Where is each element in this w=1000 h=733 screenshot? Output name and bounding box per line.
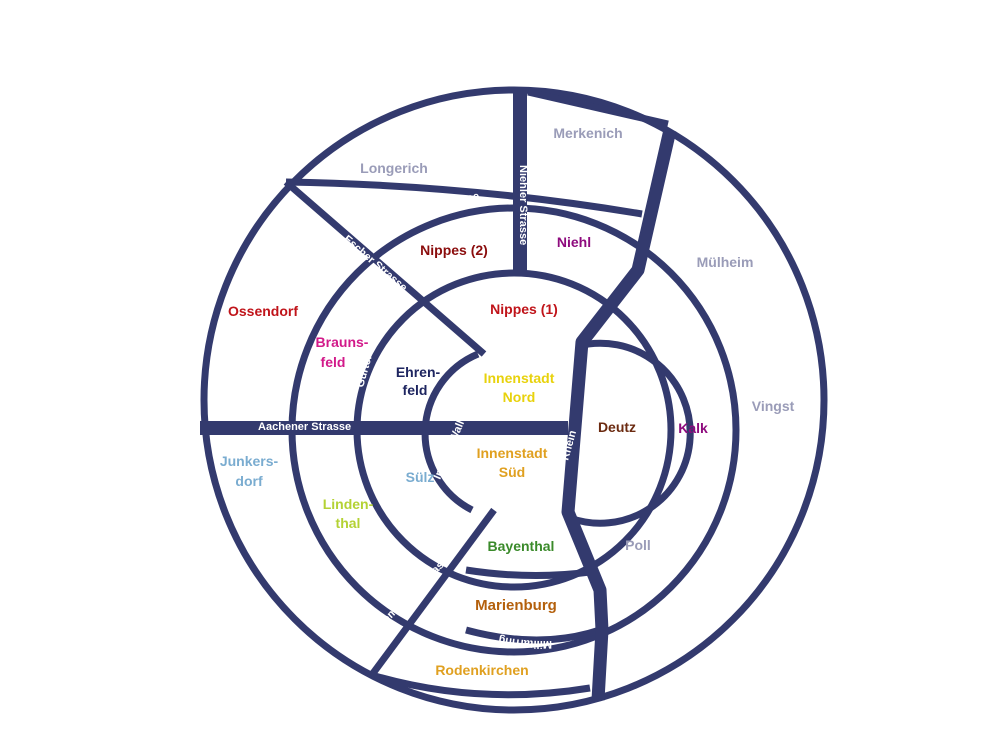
district-label-lindenthal-2: thal	[336, 515, 361, 531]
district-label-bayenthal: Bayenthal	[488, 538, 555, 554]
bayenthal-boundary	[465, 566, 591, 580]
district-label-ossendorf: Ossendorf	[228, 303, 298, 319]
street-label-aachener-strasse: Aachener Strasse	[258, 421, 351, 433]
escher-strasse-road	[283, 179, 487, 357]
district-label-ehrenfeld-2: feld	[403, 382, 428, 398]
district-label-suelz: Sülz	[406, 469, 435, 485]
district-label-innenstadt-sued-2: Süd	[499, 464, 525, 480]
district-label-lindenthal-1: Linden-	[323, 496, 374, 512]
district-label-kalk: Kalk	[678, 420, 708, 436]
district-label-nippes-1: Nippes (1)	[490, 301, 558, 317]
district-label-merkenich: Merkenich	[553, 125, 622, 141]
district-label-niehl: Niehl	[557, 234, 591, 250]
district-label-rodenkirchen: Rodenkirchen	[435, 662, 528, 678]
district-label-vingst: Vingst	[752, 398, 795, 414]
district-label-marienburg: Marienburg	[475, 597, 557, 614]
district-label-nippes-2: Nippes (2)	[420, 242, 488, 258]
district-label-innenstadt-nord-1: Innenstadt	[484, 370, 555, 386]
militaerring-road	[465, 626, 602, 644]
district-label-innenstadt-nord-2: Nord	[503, 389, 536, 405]
merkenich-boundary	[527, 88, 669, 128]
deutz-ring	[568, 339, 694, 527]
rhein-river	[561, 128, 677, 701]
district-label-junkersdorf-2: dorf	[235, 473, 263, 489]
street-label-niehler-strasse: Niehler Strasse	[517, 165, 529, 245]
district-label-braunsfeld-2: feld	[321, 354, 346, 370]
district-label-deutz: Deutz	[598, 419, 636, 435]
rodenkirchen-boundary	[374, 672, 591, 699]
aeussere-kanalstrasse-road	[285, 178, 643, 218]
district-label-innenstadt-sued-1: Innenstadt	[477, 445, 548, 461]
street-label-militaerring: Militärring	[497, 633, 552, 650]
luxemburger-strasse-road	[368, 507, 497, 679]
district-label-ehrenfeld-1: Ehren-	[396, 364, 441, 380]
district-labels: Longerich Merkenich Mülheim Vingst Poll …	[220, 125, 795, 678]
street-label-aeussere-kanalstrasse: Äussere Kanalstrasse	[370, 190, 480, 249]
district-label-junkersdorf-1: Junkers-	[220, 453, 279, 469]
outer-ring	[200, 86, 828, 714]
district-label-poll: Poll	[625, 537, 651, 553]
district-label-muelheim: Mülheim	[697, 254, 754, 270]
district-label-longerich: Longerich	[360, 160, 428, 176]
district-label-braunsfeld-1: Brauns-	[316, 334, 369, 350]
